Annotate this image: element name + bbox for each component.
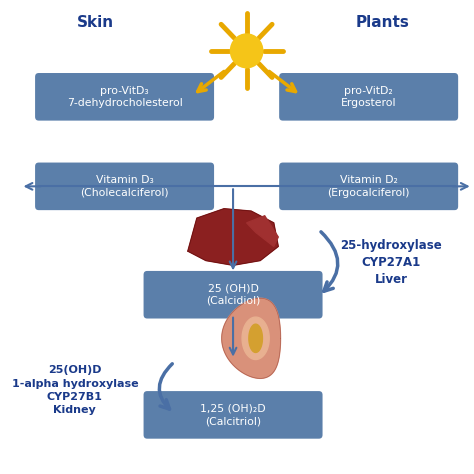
Text: Skin: Skin	[77, 15, 114, 30]
Polygon shape	[246, 216, 278, 246]
Text: pro-VitD₃
7-dehydrocholesterol: pro-VitD₃ 7-dehydrocholesterol	[67, 86, 182, 108]
Text: Vitamin D₂
(Ergocalciferol): Vitamin D₂ (Ergocalciferol)	[328, 175, 410, 198]
FancyBboxPatch shape	[35, 73, 214, 120]
Text: Vitamin D₃
(Cholecalciferol): Vitamin D₃ (Cholecalciferol)	[80, 175, 169, 198]
Circle shape	[230, 34, 263, 68]
FancyBboxPatch shape	[279, 163, 458, 210]
Polygon shape	[242, 317, 269, 359]
FancyBboxPatch shape	[279, 73, 458, 120]
Text: 25(OH)D
1-alpha hydroxylase
CYP27B1
Kidney: 25(OH)D 1-alpha hydroxylase CYP27B1 Kidn…	[11, 365, 138, 415]
FancyBboxPatch shape	[144, 391, 322, 438]
Polygon shape	[222, 298, 281, 378]
FancyBboxPatch shape	[144, 271, 322, 319]
Text: pro-VitD₂
Ergosterol: pro-VitD₂ Ergosterol	[341, 86, 396, 108]
Text: 25-hydroxylase
CYP27A1
Liver: 25-hydroxylase CYP27A1 Liver	[340, 239, 442, 286]
Polygon shape	[188, 209, 278, 265]
FancyBboxPatch shape	[35, 163, 214, 210]
Text: 1,25 (OH)₂D
(Calcitriol): 1,25 (OH)₂D (Calcitriol)	[200, 404, 266, 426]
Polygon shape	[249, 324, 263, 353]
Text: Plants: Plants	[356, 15, 409, 30]
Circle shape	[232, 36, 262, 66]
Text: 25 (OH)D
(Calcidiol): 25 (OH)D (Calcidiol)	[206, 283, 260, 306]
